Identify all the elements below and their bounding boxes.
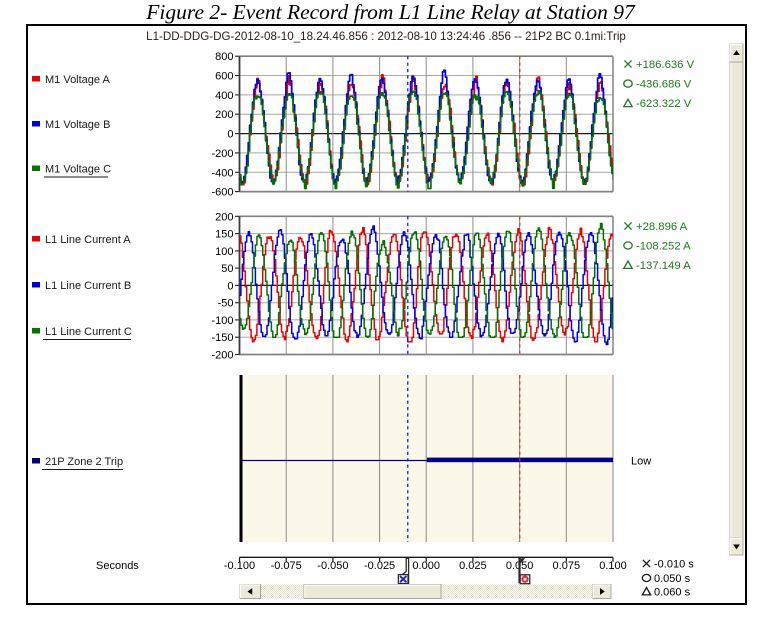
svg-text:200: 200 [215, 211, 233, 223]
svg-text:400: 400 [215, 90, 233, 102]
svg-text:0.000: 0.000 [412, 560, 440, 572]
svg-text:+28.896 A: +28.896 A [636, 221, 688, 233]
svg-text:M1 Voltage B: M1 Voltage B [45, 119, 110, 131]
svg-text:21P Zone 2 Trip: 21P Zone 2 Trip [45, 456, 123, 468]
svg-text:Figure 2- Event Record from L1: Figure 2- Event Record from L1 Line Rela… [145, 0, 636, 24]
svg-text:-436.686 V: -436.686 V [636, 79, 692, 91]
svg-text:Seconds: Seconds [96, 560, 139, 572]
svg-text:M1 Voltage C: M1 Voltage C [45, 164, 111, 176]
svg-text:150: 150 [215, 229, 233, 241]
svg-text:-100: -100 [211, 315, 233, 327]
svg-text:800: 800 [215, 51, 233, 63]
svg-text:-0.075: -0.075 [271, 560, 302, 572]
svg-text:-0.050: -0.050 [317, 560, 348, 572]
svg-text:0: 0 [227, 129, 233, 141]
svg-text:-200: -200 [211, 350, 233, 362]
svg-text:-200: -200 [211, 148, 233, 160]
svg-text:100: 100 [215, 246, 233, 258]
svg-text:-0.010 s: -0.010 s [654, 559, 694, 571]
svg-text:-623.322 V: -623.322 V [636, 98, 692, 110]
svg-text:+186.636 V: +186.636 V [636, 59, 695, 71]
svg-text:-150: -150 [211, 332, 233, 344]
svg-text:L1 Line Current A: L1 Line Current A [45, 234, 131, 246]
svg-text:-400: -400 [211, 167, 233, 179]
svg-text:-0.025: -0.025 [364, 560, 395, 572]
svg-text:M1 Voltage A: M1 Voltage A [45, 74, 110, 86]
svg-text:L1-DD-DDG-DG-2012-08-10_18.24.: L1-DD-DDG-DG-2012-08-10_18.24.46.856 : 2… [146, 30, 626, 43]
svg-text:-137.149 A: -137.149 A [636, 260, 691, 272]
svg-text:600: 600 [215, 71, 233, 83]
svg-text:-50: -50 [218, 298, 234, 310]
svg-text:0.100: 0.100 [599, 560, 627, 572]
svg-text:50: 50 [221, 263, 233, 275]
svg-text:-108.252 A: -108.252 A [636, 241, 691, 253]
svg-text:200: 200 [215, 109, 233, 121]
svg-text:L1 Line Current C: L1 Line Current C [45, 326, 132, 338]
svg-text:Low: Low [631, 456, 651, 468]
svg-text:0.050 s: 0.050 s [654, 573, 691, 585]
svg-text:0: 0 [227, 280, 233, 292]
svg-text:-0.100: -0.100 [224, 560, 255, 572]
svg-text:L1 Line Current B: L1 Line Current B [45, 280, 131, 292]
svg-text:0.060 s: 0.060 s [654, 587, 691, 599]
svg-text:0.025: 0.025 [459, 560, 487, 572]
svg-text:-600: -600 [211, 187, 233, 199]
svg-text:0.075: 0.075 [553, 560, 581, 572]
